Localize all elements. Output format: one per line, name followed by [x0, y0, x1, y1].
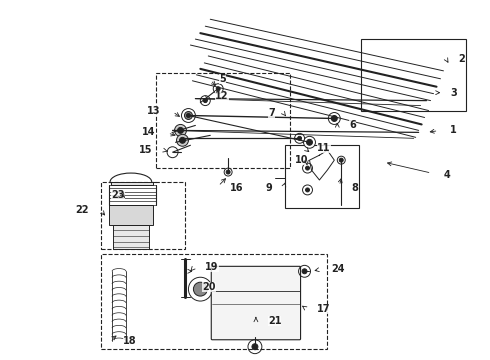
Bar — [109, 205, 153, 225]
Text: 1: 1 — [450, 125, 457, 135]
Circle shape — [297, 136, 301, 140]
Text: 18: 18 — [123, 336, 137, 346]
Bar — [113, 225, 149, 249]
Circle shape — [339, 158, 343, 162]
Text: 14: 14 — [142, 127, 156, 138]
Circle shape — [200, 96, 210, 105]
Text: 10: 10 — [294, 155, 308, 165]
Text: 21: 21 — [268, 316, 281, 326]
Circle shape — [213, 84, 223, 94]
Text: 17: 17 — [318, 304, 331, 314]
Circle shape — [187, 113, 191, 117]
Circle shape — [302, 185, 313, 195]
Text: 3: 3 — [450, 88, 457, 98]
Circle shape — [328, 113, 340, 125]
Circle shape — [177, 127, 183, 133]
Text: 5: 5 — [219, 74, 225, 84]
Circle shape — [306, 166, 310, 170]
Circle shape — [181, 109, 196, 122]
Circle shape — [184, 112, 193, 120]
Text: 22: 22 — [76, 205, 89, 215]
Text: 16: 16 — [230, 183, 244, 193]
Text: 9: 9 — [265, 183, 272, 193]
Text: 23: 23 — [111, 190, 124, 200]
Circle shape — [302, 163, 313, 173]
Bar — [285, 145, 359, 208]
Text: 13: 13 — [147, 105, 161, 116]
Circle shape — [174, 125, 187, 136]
Bar — [101, 255, 327, 349]
Bar — [156, 73, 290, 168]
Circle shape — [226, 170, 230, 174]
FancyBboxPatch shape — [211, 266, 300, 340]
Text: 11: 11 — [318, 143, 331, 153]
Circle shape — [203, 99, 207, 103]
Circle shape — [337, 156, 345, 164]
Circle shape — [294, 133, 305, 143]
Circle shape — [179, 137, 185, 143]
Bar — [101, 182, 185, 249]
Circle shape — [331, 116, 337, 121]
Circle shape — [224, 168, 232, 176]
Text: 20: 20 — [202, 282, 216, 292]
Circle shape — [176, 134, 189, 146]
Text: 12: 12 — [215, 91, 229, 101]
Circle shape — [302, 269, 307, 274]
Bar — [361, 39, 466, 111]
Text: 2: 2 — [458, 54, 465, 64]
Circle shape — [194, 282, 207, 296]
Text: 4: 4 — [443, 170, 450, 180]
Text: 15: 15 — [139, 145, 153, 155]
Text: 7: 7 — [269, 108, 275, 117]
Text: 24: 24 — [331, 264, 345, 274]
Text: 8: 8 — [351, 183, 358, 193]
Text: 19: 19 — [205, 262, 219, 272]
Text: 6: 6 — [349, 121, 356, 130]
Circle shape — [252, 344, 258, 350]
Bar — [111, 182, 153, 185]
Circle shape — [306, 188, 310, 192]
Circle shape — [216, 87, 220, 91]
Circle shape — [303, 136, 316, 148]
Circle shape — [307, 139, 313, 145]
